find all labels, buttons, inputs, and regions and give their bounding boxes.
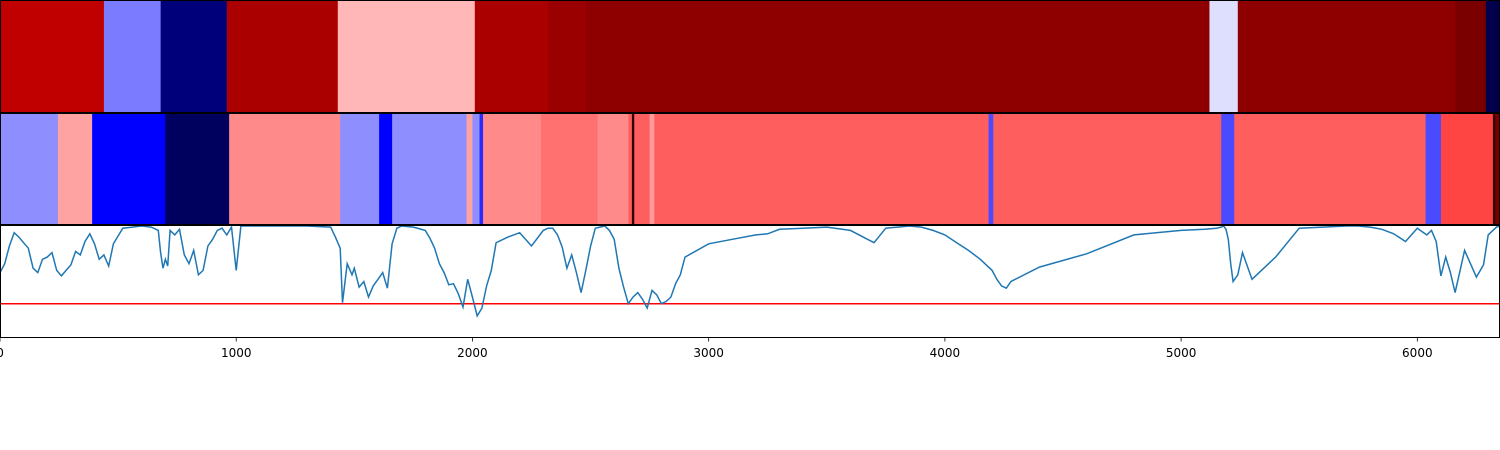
strip-2-segment-5: [340, 114, 379, 224]
strip-1-segment-7: [586, 1, 1210, 112]
strip-2-segment-17: [650, 114, 655, 224]
strip-2-segment-16: [634, 114, 650, 224]
strip-2-segment-8: [467, 114, 473, 224]
line-panel: [0, 226, 1500, 316]
strip-2-segment-21: [1221, 114, 1234, 224]
x-tick-label-6: 6000: [1402, 346, 1433, 360]
strip-1-segment-3: [227, 1, 338, 112]
line-panel-frame: [1, 226, 1500, 338]
strip-2-segment-13: [598, 114, 629, 224]
strip-2-segment-24: [1441, 114, 1493, 224]
strip-2-segment-6: [379, 114, 392, 224]
strip-1-segment-5: [475, 1, 549, 112]
x-tick-label-2: 2000: [457, 346, 488, 360]
strip-2-segment-18: [654, 114, 989, 224]
strip-2-segment-1: [58, 114, 93, 224]
strip-1-segment-11: [1486, 1, 1500, 112]
x-tick-label-4: 4000: [930, 346, 961, 360]
strip-2-segment-22: [1234, 114, 1426, 224]
strip-1-segment-6: [548, 1, 586, 112]
strip-2-segment-15: [632, 114, 635, 224]
strip-2-segment-9: [472, 114, 479, 224]
strip-1-segment-10: [1455, 1, 1486, 112]
strip-1-segment-2: [161, 1, 228, 112]
x-tick-label-0: 0: [0, 346, 4, 360]
strip-1-segment-0: [0, 1, 104, 112]
x-tick-label-1: 1000: [221, 346, 252, 360]
strip-2-segment-3: [165, 114, 229, 224]
strip-2-segment-2: [92, 114, 166, 224]
strip-1: [0, 1, 1500, 112]
strip-1-segment-1: [104, 1, 161, 112]
signal-line: [0, 226, 1500, 316]
x-tick-label-5: 5000: [1166, 346, 1197, 360]
strip-2-segment-23: [1426, 114, 1442, 224]
strip-1-segment-8: [1209, 1, 1238, 112]
x-tick-label-3: 3000: [693, 346, 724, 360]
strip-2: [0, 114, 1500, 224]
x-axis: 0 1000 2000 3000 4000 5000 6000: [0, 338, 1433, 360]
strip-2-segment-19: [989, 114, 994, 224]
strip-2-segment-4: [229, 114, 340, 224]
strip-2-segment-10: [480, 114, 484, 224]
strip-1-segment-4: [338, 1, 475, 112]
strip-2-segment-14: [628, 114, 632, 224]
strip-2-segment-20: [993, 114, 1221, 224]
strip-2-segment-11: [483, 114, 541, 224]
strip-2-segment-7: [392, 114, 467, 224]
strip-2-segment-25: [1493, 114, 1496, 224]
strip-2-segment-12: [541, 114, 598, 224]
strip-2-segment-0: [0, 114, 58, 224]
strip-1-segment-9: [1238, 1, 1456, 112]
